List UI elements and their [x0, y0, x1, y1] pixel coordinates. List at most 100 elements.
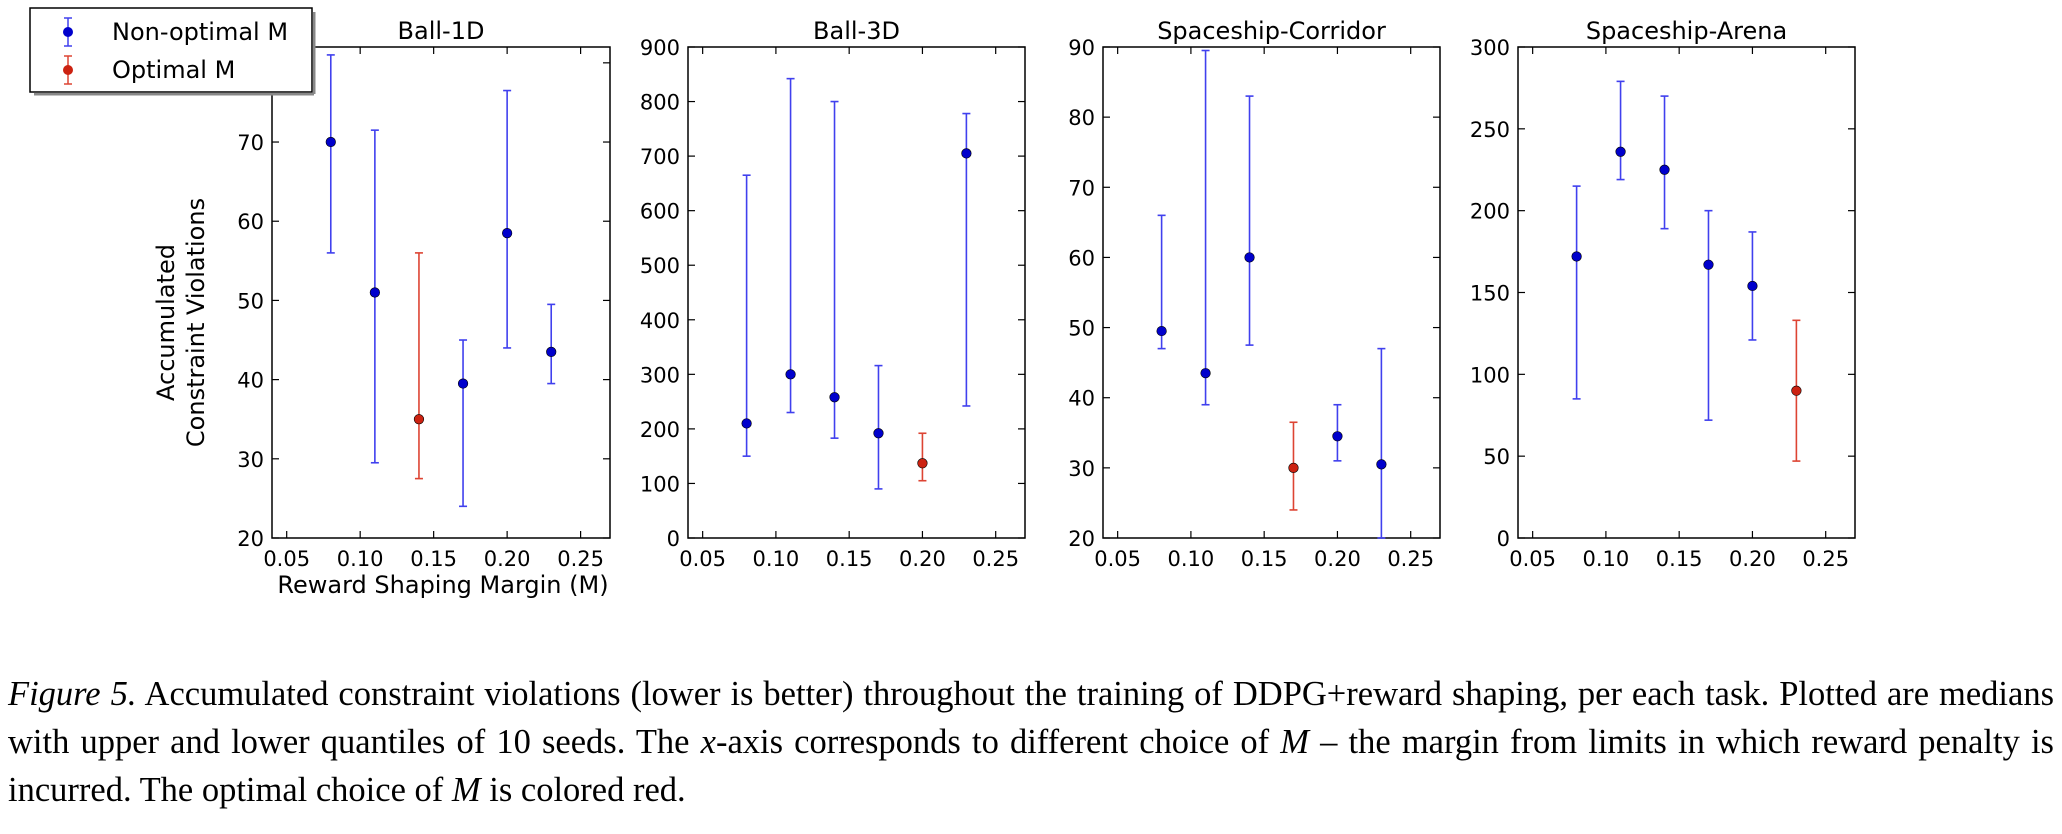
chart-title: Spaceship-Corridor — [1157, 17, 1386, 45]
y-tick-label: 30 — [1068, 457, 1095, 481]
x-tick-label: 0.25 — [972, 547, 1019, 571]
chart-ball-1d: 0.050.100.150.200.2520304050607080Ball-1… — [152, 17, 611, 599]
median-point-non-optimal — [1376, 459, 1387, 470]
x-tick-label: 0.10 — [1583, 547, 1630, 571]
y-tick-label: 80 — [1068, 106, 1095, 130]
figure-caption: Figure 5. Accumulated constraint violati… — [8, 670, 2054, 814]
x-tick-label: 0.20 — [1314, 547, 1361, 571]
caption-m-symbol: M — [1280, 723, 1310, 761]
y-tick-label: 90 — [1068, 36, 1095, 60]
chart-title: Ball-1D — [398, 17, 485, 45]
median-point-non-optimal — [961, 148, 972, 159]
median-point-optimal — [1791, 385, 1802, 396]
median-point-optimal — [1288, 462, 1299, 473]
median-point-non-optimal — [1703, 259, 1714, 270]
chart-title: Ball-3D — [813, 17, 900, 45]
y-axis-label: Constraint Violations — [182, 198, 210, 447]
y-tick-label: 40 — [237, 369, 264, 393]
y-tick-label: 300 — [1470, 36, 1510, 60]
y-tick-label: 60 — [237, 210, 264, 234]
chart-title: Spaceship-Arena — [1586, 17, 1787, 45]
median-point-non-optimal — [1571, 251, 1582, 262]
chart-ball-3d: 0.05 0.10 0.15 0.20 0.25 0 100 200 300 400 500 600 7… — [640, 17, 1026, 571]
median-point-non-optimal — [1200, 368, 1211, 379]
legend-marker-non-optimal — [63, 27, 73, 37]
median-point-non-optimal — [546, 346, 557, 357]
y-tick-label: 100 — [640, 472, 680, 496]
plot-frame — [1102, 46, 1441, 539]
y-tick-label: 200 — [1470, 200, 1510, 224]
y-tick-label: 800 — [640, 91, 680, 115]
median-point-optimal — [917, 458, 928, 469]
x-tick-label: 0.05 — [1509, 547, 1556, 571]
median-point-non-optimal — [457, 378, 469, 389]
y-tick-label: 20 — [237, 527, 264, 551]
median-point-non-optimal — [1244, 252, 1255, 263]
x-tick-label: 0.10 — [753, 547, 800, 571]
x-tick-label: 0.15 — [1241, 547, 1288, 571]
x-tick-label: 0.20 — [899, 547, 946, 571]
x-tick-label: 0.20 — [1729, 547, 1776, 571]
x-axis-label: Reward Shaping Margin (M) — [277, 571, 608, 599]
x-tick-label: 0.25 — [557, 547, 604, 571]
caption-text-3: – the margin from limits in which reward… — [8, 723, 2054, 809]
x-tick-label: 0.05 — [679, 547, 726, 571]
median-point-non-optimal — [369, 287, 380, 298]
median-point-non-optimal — [502, 228, 513, 239]
median-point-non-optimal — [829, 392, 840, 403]
x-tick-label: 0.25 — [1387, 547, 1434, 571]
legend-label-optimal: Optimal M — [112, 56, 235, 84]
plot-frame — [271, 46, 611, 539]
y-tick-label: 200 — [640, 418, 680, 442]
median-point-non-optimal — [785, 369, 796, 380]
caption-text-1: Accumulated constraint violations (lower… — [8, 675, 2054, 761]
x-tick-label: 0.15 — [1656, 547, 1703, 571]
y-tick-label: 50 — [1483, 445, 1510, 469]
y-tick-label: 60 — [1068, 246, 1095, 270]
caption-text-2: -axis corresponds to different choice of — [715, 723, 1281, 761]
legend-box — [29, 7, 313, 93]
x-tick-label: 0.05 — [1094, 547, 1141, 571]
x-tick-label: 0.15 — [410, 547, 457, 571]
legend-marker-optimal — [63, 65, 73, 75]
plot-frame — [1517, 46, 1856, 539]
median-point-non-optimal — [1659, 164, 1670, 175]
legend: Non-optimal M Optimal M — [29, 7, 316, 96]
x-tick-label: 0.15 — [826, 547, 873, 571]
figure-label: Figure 5. — [8, 675, 137, 713]
y-tick-label: 70 — [1068, 176, 1095, 200]
median-point-non-optimal — [1615, 146, 1626, 157]
y-tick-label: 70 — [237, 131, 264, 155]
y-tick-label: 0 — [1497, 527, 1510, 551]
y-tick-label: 900 — [640, 36, 680, 60]
y-tick-label: 30 — [237, 448, 264, 472]
legend-item-optimal: Optimal M — [63, 55, 235, 85]
caption-m-symbol-2: M — [451, 771, 481, 809]
median-point-non-optimal — [873, 428, 884, 439]
y-tick-label: 40 — [1068, 387, 1095, 411]
y-tick-label: 100 — [1470, 363, 1510, 387]
caption-text-4: is colored red. — [480, 771, 686, 809]
y-tick-label: 400 — [640, 309, 680, 333]
legend-item-non-optimal: Non-optimal M — [63, 17, 288, 47]
y-tick-label: 600 — [640, 200, 680, 224]
median-point-non-optimal — [1747, 280, 1758, 292]
y-tick-label: 300 — [640, 363, 680, 387]
legend-label-non-optimal: Non-optimal M — [112, 18, 288, 46]
figure-5-charts: 0.05 0.10 0.15 0.20 0.25 20 30 40 50 60 70 80 Ball-1… — [29, 7, 1856, 599]
plot-frame — [687, 46, 1026, 539]
y-tick-label: 250 — [1470, 118, 1510, 142]
x-tick-label: 0.25 — [1802, 547, 1849, 571]
x-tick-label: 0.10 — [337, 547, 384, 571]
chart-spaceship-arena: 0.05 0.10 0.15 0.20 0.25 0 50 100 150 200 250 300 Sp… — [1470, 17, 1856, 571]
chart-spaceship-corridor: 0.05 0.10 0.15 0.20 0.25 20 30 40 50 60 70 80 90 Spac… — [1068, 17, 1441, 571]
median-point-non-optimal — [325, 136, 336, 148]
y-tick-label: 20 — [1068, 527, 1095, 551]
y-tick-label: 500 — [640, 254, 680, 278]
y-axis-label: Accumulated — [152, 244, 180, 401]
median-point-non-optimal — [1156, 325, 1167, 337]
y-tick-label: 0 — [667, 527, 680, 551]
caption-x-symbol: x — [700, 723, 716, 761]
x-tick-label: 0.05 — [263, 547, 310, 571]
x-tick-label: 0.20 — [484, 547, 531, 571]
